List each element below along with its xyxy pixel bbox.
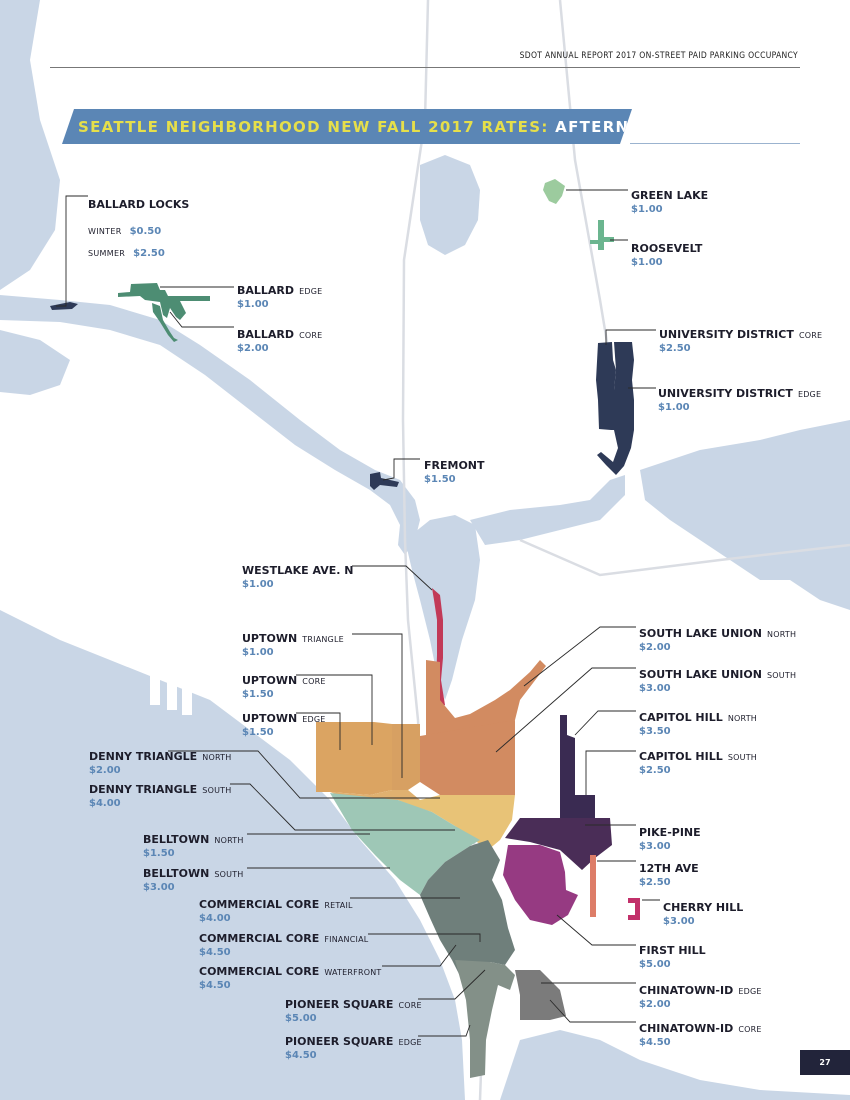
- zone-capitol-north: [560, 715, 575, 795]
- label-cc-financial: COMMERCIAL CORE FINANCIAL $4.50: [199, 932, 369, 958]
- zone-pike-pine: [505, 818, 612, 870]
- zone-roosevelt: [590, 220, 614, 250]
- label-capitol-north: CAPITOL HILL NORTH $3.50: [639, 711, 758, 737]
- puget-sound: [0, 610, 465, 1100]
- label-ballard-core: BALLARD CORE $2.00: [237, 328, 323, 354]
- label-roosevelt: ROOSEVELT $1.00: [631, 242, 703, 268]
- report-header: SDOT ANNUAL REPORT 2017 ON-STREET PAID P…: [519, 51, 798, 61]
- zone-green-lake: [543, 179, 565, 204]
- label-denny-north: DENNY TRIANGLE NORTH $2.00: [89, 750, 232, 776]
- zone-ballard: [118, 283, 210, 342]
- zone-fremont: [370, 472, 399, 490]
- title-main: SEATTLE NEIGHBORHOOD NEW FALL 2017 RATES…: [78, 117, 556, 136]
- northern-lake: [420, 155, 480, 255]
- label-pioneer-core: PIONEER SQUARE CORE $5.00: [285, 998, 422, 1024]
- label-belltown-south: BELLTOWN SOUTH $3.00: [143, 867, 244, 893]
- label-denny-south: DENNY TRIANGLE SOUTH $4.00: [89, 783, 232, 809]
- zone-capitol-south: [560, 785, 595, 818]
- lake-union: [405, 515, 480, 700]
- label-university-edge: UNIVERSITY DISTRICT EDGE $1.00: [658, 387, 822, 413]
- header-divider: [50, 67, 800, 68]
- label-ballard-locks: BALLARD LOCKS WINTER $0.50 SUMMER $2.50: [88, 198, 190, 260]
- right-water: [710, 448, 850, 520]
- zone-university-district: [596, 342, 634, 475]
- label-cc-waterfront: COMMERCIAL CORE WATERFRONT $4.50: [199, 965, 382, 991]
- label-cc-retail: COMMERCIAL CORE RETAIL $4.00: [199, 898, 353, 924]
- label-chinatown-edge: CHINATOWN-ID EDGE $2.00: [639, 984, 762, 1010]
- zone-slu-south: [420, 720, 515, 795]
- zone-uptown-core: [392, 724, 420, 790]
- label-cherry-hill: CHERRY HILL $3.00: [663, 901, 744, 927]
- label-ballard-edge: BALLARD EDGE $1.00: [237, 284, 323, 310]
- zone-uptown-edge: [316, 722, 392, 795]
- lake-washington: [640, 420, 850, 610]
- label-pike-pine: PIKE-PINE $3.00: [639, 826, 701, 852]
- piers: [150, 655, 192, 715]
- leader-lines: [56, 189, 660, 1037]
- zone-first-hill: [503, 845, 578, 925]
- label-fremont: FREMONT $1.50: [424, 459, 485, 485]
- label-belltown-north: BELLTOWN NORTH $1.50: [143, 833, 244, 859]
- portage-bay: [470, 475, 625, 545]
- label-university-core: UNIVERSITY DISTRICT CORE $2.50: [659, 328, 823, 354]
- zone-westlake: [432, 588, 445, 708]
- label-green-lake: GREEN LAKE $1.00: [631, 189, 709, 215]
- page-number: 27: [800, 1050, 850, 1075]
- label-capitol-south: CAPITOL HILL SOUTH $2.50: [639, 750, 757, 776]
- label-12th-ave: 12TH AVE $2.50: [639, 862, 699, 888]
- label-slu-north: SOUTH LAKE UNION NORTH $2.00: [639, 627, 797, 653]
- ship-canal: [0, 295, 420, 555]
- title-banner: SEATTLE NEIGHBORHOOD NEW FALL 2017 RATES…: [62, 109, 632, 144]
- label-slu-south: SOUTH LAKE UNION SOUTH $3.00: [639, 668, 797, 694]
- title-divider: [630, 143, 800, 144]
- label-uptown-edge: UPTOWN EDGE $1.50: [242, 712, 326, 738]
- zone-cherry-hill: [628, 898, 640, 920]
- zone-chinatown: [515, 970, 566, 1020]
- zone-belltown: [330, 793, 480, 895]
- south-water-east: [500, 1030, 850, 1100]
- label-uptown-triangle: UPTOWN TRIANGLE $1.00: [242, 632, 344, 658]
- shilshole-water: [0, 0, 60, 290]
- salmon-bay: [0, 330, 70, 395]
- zone-pioneer-square: [455, 960, 515, 1078]
- zone-commercial-core: [420, 840, 515, 980]
- zone-denny: [398, 795, 515, 850]
- zone-slu-north: [426, 660, 546, 736]
- label-uptown-core: UPTOWN CORE $1.50: [242, 674, 326, 700]
- label-chinatown-core: CHINATOWN-ID CORE $4.50: [639, 1022, 762, 1048]
- page-title: SEATTLE NEIGHBORHOOD NEW FALL 2017 RATES…: [78, 118, 671, 136]
- label-first-hill: FIRST HILL $5.00: [639, 944, 706, 970]
- label-pioneer-edge: PIONEER SQUARE EDGE $4.50: [285, 1035, 422, 1061]
- zone-12th-ave: [590, 855, 596, 917]
- label-westlake: WESTLAKE AVE. N $1.00: [242, 564, 354, 590]
